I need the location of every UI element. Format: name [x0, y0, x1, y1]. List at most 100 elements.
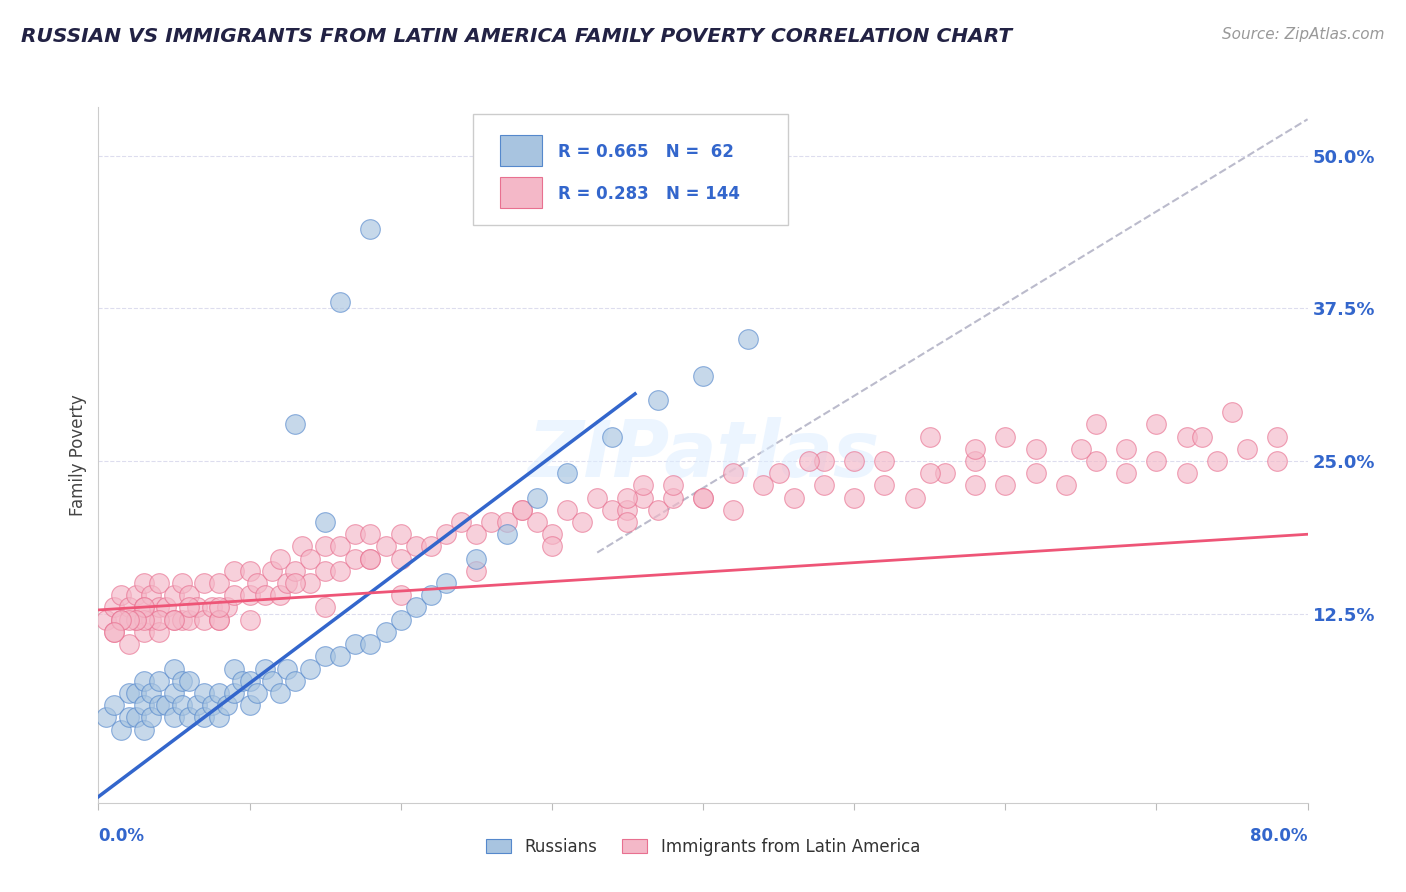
Point — [631, 478, 654, 492]
Point — [262, 673, 284, 688]
FancyBboxPatch shape — [501, 135, 543, 166]
Point — [125, 613, 148, 627]
Point — [616, 503, 638, 517]
Point — [177, 673, 201, 688]
Point — [284, 417, 307, 432]
Point — [1144, 417, 1167, 432]
Point — [602, 429, 624, 443]
Point — [208, 600, 231, 615]
Point — [465, 551, 488, 566]
Point — [994, 429, 1017, 443]
Point — [215, 698, 238, 713]
Point — [329, 564, 352, 578]
Point — [299, 661, 322, 675]
Point — [465, 564, 488, 578]
Point — [163, 613, 186, 627]
Point — [555, 503, 578, 517]
Point — [148, 698, 170, 713]
Point — [177, 613, 201, 627]
Point — [163, 588, 186, 602]
Point — [419, 588, 441, 602]
Point — [314, 649, 336, 664]
Point — [586, 491, 609, 505]
Point — [276, 661, 298, 675]
Point — [224, 661, 246, 675]
Point — [155, 600, 177, 615]
Point — [1265, 429, 1288, 443]
Point — [1054, 478, 1077, 492]
Point — [844, 491, 866, 505]
Point — [1175, 429, 1198, 443]
Point — [1265, 454, 1288, 468]
Point — [344, 527, 367, 541]
Point — [239, 613, 262, 627]
Point — [110, 613, 132, 627]
Point — [434, 576, 457, 591]
Point — [148, 673, 170, 688]
Point — [246, 686, 269, 700]
Point — [208, 710, 231, 724]
Point — [918, 467, 941, 481]
Point — [540, 527, 562, 541]
Point — [360, 222, 382, 236]
Point — [510, 503, 533, 517]
Point — [768, 467, 790, 481]
Point — [155, 698, 177, 713]
Text: 0.0%: 0.0% — [98, 827, 145, 845]
Point — [389, 551, 412, 566]
Point — [239, 564, 262, 578]
Point — [540, 540, 562, 554]
Point — [141, 686, 163, 700]
Point — [110, 588, 132, 602]
Point — [170, 673, 193, 688]
Point — [269, 686, 291, 700]
Point — [752, 478, 775, 492]
Point — [132, 576, 155, 591]
Point — [965, 478, 987, 492]
Point — [692, 368, 714, 383]
Point — [299, 551, 322, 566]
Point — [692, 491, 714, 505]
Point — [1206, 454, 1229, 468]
Legend: Russians, Immigrants from Latin America: Russians, Immigrants from Latin America — [478, 830, 928, 864]
Point — [148, 600, 170, 615]
Point — [170, 576, 193, 591]
Point — [314, 540, 336, 554]
Point — [94, 710, 117, 724]
Point — [132, 723, 155, 737]
Point — [208, 686, 231, 700]
Point — [555, 467, 578, 481]
Point — [329, 649, 352, 664]
Point — [224, 686, 246, 700]
Point — [193, 576, 215, 591]
Point — [132, 698, 155, 713]
Point — [329, 540, 352, 554]
Point — [163, 686, 186, 700]
Point — [231, 673, 253, 688]
Point — [201, 600, 224, 615]
Point — [813, 454, 835, 468]
Point — [389, 613, 412, 627]
Point — [813, 478, 835, 492]
Point — [148, 624, 170, 639]
Point — [360, 637, 382, 651]
Y-axis label: Family Poverty: Family Poverty — [69, 394, 87, 516]
Point — [873, 478, 896, 492]
Point — [132, 600, 155, 615]
Point — [141, 710, 163, 724]
Point — [1175, 467, 1198, 481]
Point — [1024, 442, 1046, 456]
Point — [118, 613, 141, 627]
Point — [224, 588, 246, 602]
Point — [110, 613, 132, 627]
Point — [314, 564, 336, 578]
Point — [526, 515, 548, 529]
Point — [132, 600, 155, 615]
Point — [797, 454, 820, 468]
Point — [344, 637, 367, 651]
Point — [419, 540, 441, 554]
Point — [269, 588, 291, 602]
Point — [291, 540, 314, 554]
Point — [465, 527, 488, 541]
Point — [118, 637, 141, 651]
